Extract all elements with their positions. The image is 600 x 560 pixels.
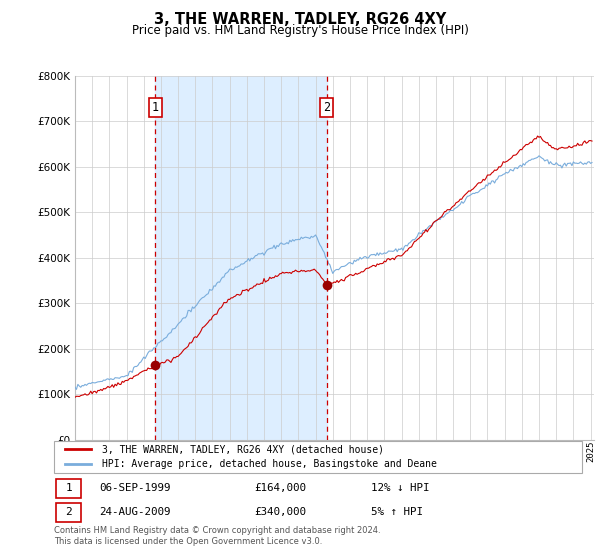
Text: 12% ↓ HPI: 12% ↓ HPI [371, 483, 430, 493]
Text: 1: 1 [152, 101, 159, 114]
Bar [56, 479, 82, 498]
Text: 06-SEP-1999: 06-SEP-1999 [99, 483, 170, 493]
Text: Contains HM Land Registry data © Crown copyright and database right 2024.
This d: Contains HM Land Registry data © Crown c… [54, 526, 380, 546]
Bar [155, 76, 326, 440]
Text: HPI: Average price, detached house, Basingstoke and Deane: HPI: Average price, detached house, Basi… [101, 459, 436, 469]
Text: 3, THE WARREN, TADLEY, RG26 4XY (detached house): 3, THE WARREN, TADLEY, RG26 4XY (detache… [101, 445, 383, 455]
Bar [56, 503, 82, 522]
Text: 1: 1 [65, 483, 72, 493]
Text: 2: 2 [65, 507, 72, 517]
Text: 24-AUG-2009: 24-AUG-2009 [99, 507, 170, 517]
Text: £340,000: £340,000 [254, 507, 307, 517]
Text: 3, THE WARREN, TADLEY, RG26 4XY: 3, THE WARREN, TADLEY, RG26 4XY [154, 12, 446, 27]
Text: 5% ↑ HPI: 5% ↑ HPI [371, 507, 423, 517]
Text: Price paid vs. HM Land Registry's House Price Index (HPI): Price paid vs. HM Land Registry's House … [131, 24, 469, 36]
Text: 2: 2 [323, 101, 330, 114]
Text: £164,000: £164,000 [254, 483, 307, 493]
